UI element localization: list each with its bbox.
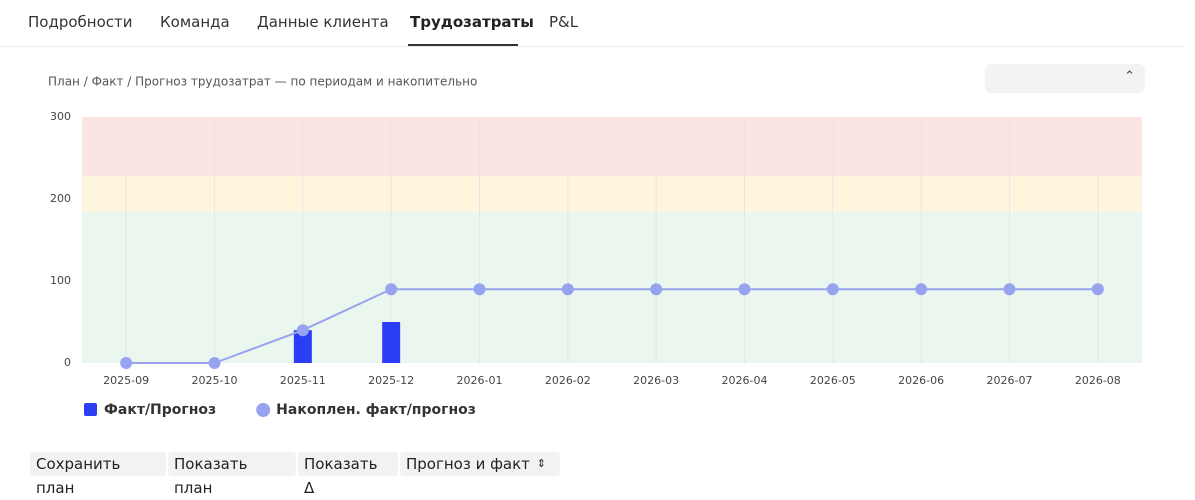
x-tick-label: 2026-04 bbox=[722, 374, 768, 387]
select-button[interactable]: Прогноз и факт ⇕ bbox=[400, 452, 560, 476]
button[interactable]: Показать план bbox=[168, 452, 296, 497]
y-tick-label: 300 bbox=[50, 110, 71, 123]
tab[interactable]: Трудозатраты bbox=[410, 13, 534, 31]
period-select[interactable]: ⌃ bbox=[985, 64, 1145, 93]
x-tick-label: 2026-08 bbox=[1075, 374, 1121, 387]
legend-label: Накоплен. факт/прогноз bbox=[276, 402, 476, 418]
y-tick-label: 100 bbox=[50, 274, 71, 287]
tab[interactable]: P&L bbox=[549, 13, 579, 31]
threshold-band bbox=[82, 176, 1142, 212]
x-tick-label: 2025-09 bbox=[103, 374, 149, 387]
tab-underline bbox=[408, 44, 518, 46]
line-point bbox=[650, 283, 663, 296]
line-point bbox=[561, 283, 574, 296]
bar bbox=[293, 330, 312, 363]
x-tick-label: 2026-03 bbox=[633, 374, 679, 387]
legend-swatch bbox=[84, 403, 97, 416]
tab[interactable]: Данные клиента bbox=[257, 13, 389, 31]
line-point bbox=[826, 283, 839, 296]
x-tick-label: 2026-07 bbox=[987, 374, 1033, 387]
tab[interactable]: Подробности bbox=[28, 13, 133, 31]
select-chevron: ⌃ bbox=[1124, 69, 1135, 84]
legend-swatch bbox=[256, 403, 271, 417]
button[interactable]: Сохранить план bbox=[30, 452, 166, 497]
x-tick-label: 2025-12 bbox=[368, 374, 414, 387]
x-tick-label: 2026-06 bbox=[898, 374, 944, 387]
line-point bbox=[120, 357, 133, 369]
select-label: Прогноз и факт bbox=[406, 455, 530, 473]
line-point bbox=[1091, 283, 1104, 296]
tab[interactable]: Команда bbox=[160, 13, 230, 31]
line bbox=[126, 288, 1098, 364]
line-point bbox=[1003, 283, 1016, 296]
line-point bbox=[296, 324, 309, 337]
threshold-band bbox=[82, 211, 1142, 363]
x-tick-label: 2025-10 bbox=[192, 374, 238, 387]
legend-label: Факт/Прогноз bbox=[104, 402, 216, 418]
line-point bbox=[385, 283, 398, 296]
bar bbox=[382, 322, 401, 363]
line-point bbox=[208, 357, 221, 369]
select-chevron: ⇕ bbox=[536, 457, 546, 470]
line-point bbox=[915, 283, 928, 296]
button[interactable]: Показать Δ bbox=[298, 452, 398, 497]
chart: План / Факт / Прогноз трудозатрат — по п… bbox=[48, 75, 1142, 418]
x-tick-label: 2026-02 bbox=[545, 374, 591, 387]
threshold-band bbox=[82, 117, 1142, 177]
x-tick-label: 2025-11 bbox=[280, 374, 326, 387]
tab-bar: Подробности Команда Данные клиента Трудо… bbox=[0, 0, 1185, 47]
x-tick-label: 2026-05 bbox=[810, 374, 856, 387]
x-tick-label: 2026-01 bbox=[457, 374, 503, 387]
line-point bbox=[738, 283, 751, 296]
y-tick-label: 200 bbox=[50, 192, 71, 205]
y-tick-label: 0 bbox=[64, 356, 71, 369]
chart-subtitle: План / Факт / Прогноз трудозатрат — по п… bbox=[48, 75, 477, 89]
line-point bbox=[473, 283, 486, 296]
